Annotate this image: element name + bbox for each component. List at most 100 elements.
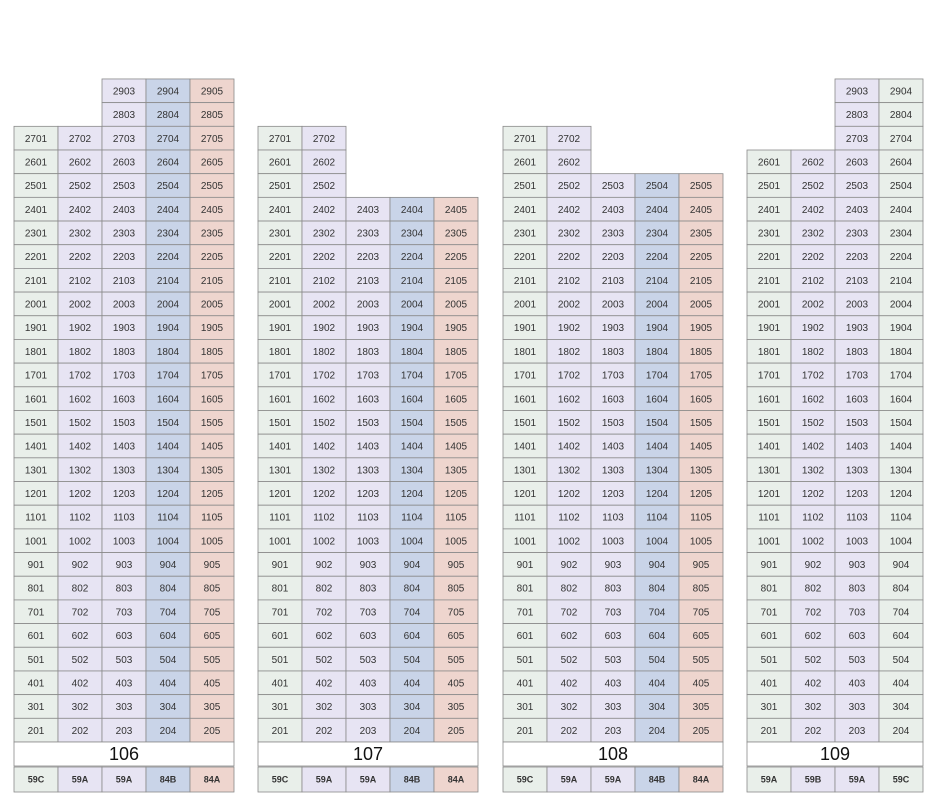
- unit-number: 2301: [25, 229, 48, 240]
- unit-number: 2405: [690, 205, 713, 216]
- unit-number: 2301: [758, 229, 781, 240]
- unit-number: 2302: [313, 229, 336, 240]
- unit-number: 2001: [25, 300, 48, 311]
- unit-number: 2703: [113, 134, 136, 145]
- unit-number: 1104: [646, 513, 668, 524]
- unit-number: 2601: [269, 157, 292, 168]
- unit-number: 1404: [401, 442, 424, 453]
- unit-number: 2605: [201, 157, 224, 168]
- unit-number: 1901: [758, 323, 781, 334]
- unit-number: 1201: [758, 489, 781, 500]
- unit-number: 604: [649, 631, 666, 642]
- unit-number: 2101: [514, 276, 537, 287]
- unit-number: 1804: [646, 347, 669, 358]
- unit-number: 1703: [846, 371, 869, 382]
- unit-number: 1501: [758, 418, 781, 429]
- unit-number: 1805: [445, 347, 468, 358]
- unit-number: 304: [160, 702, 177, 713]
- unit-number: 502: [805, 655, 822, 666]
- unit-number: 1605: [201, 394, 224, 405]
- unit-number: 604: [404, 631, 421, 642]
- unit-number: 2101: [25, 276, 48, 287]
- unit-number: 205: [693, 726, 710, 737]
- unit-number: 503: [116, 655, 133, 666]
- unit-number: 1001: [269, 536, 292, 547]
- building-name-cell: [746, 741, 924, 767]
- unit-number: 1702: [802, 371, 825, 382]
- unit-number: 2404: [401, 205, 424, 216]
- unit-number: 403: [849, 678, 866, 689]
- unit-number: 203: [849, 726, 866, 737]
- unit-number: 804: [893, 584, 910, 595]
- unit-type: 84B: [649, 774, 666, 784]
- unit-number: 1304: [890, 465, 913, 476]
- unit-number: 2103: [357, 276, 380, 287]
- unit-number: 2004: [890, 300, 913, 311]
- unit-number: 703: [605, 607, 622, 618]
- unit-number: 902: [316, 560, 333, 571]
- unit-number: 2003: [602, 300, 625, 311]
- unit-number: 1705: [445, 371, 468, 382]
- unit-number: 302: [805, 702, 822, 713]
- unit-number: 801: [28, 584, 45, 595]
- unit-number: 1004: [401, 536, 424, 547]
- unit-number: 2202: [69, 252, 92, 263]
- unit-number: 1402: [313, 442, 336, 453]
- unit-number: 303: [849, 702, 866, 713]
- unit-number: 1601: [758, 394, 781, 405]
- unit-number: 401: [28, 678, 45, 689]
- unit-number: 404: [649, 678, 666, 689]
- unit-type: 84A: [204, 774, 221, 784]
- unit-number: 1601: [25, 394, 48, 405]
- unit-number: 2405: [201, 205, 224, 216]
- unit-number: 1404: [646, 442, 669, 453]
- unit-number: 2005: [690, 300, 713, 311]
- unit-number: 2504: [646, 181, 669, 192]
- unit-number: 1405: [445, 442, 468, 453]
- unit-number: 1205: [201, 489, 224, 500]
- unit-number: 1902: [558, 323, 581, 334]
- unit-number: 2305: [201, 229, 224, 240]
- unit-number: 2103: [846, 276, 869, 287]
- unit-number: 2804: [157, 110, 180, 121]
- unit-number: 1102: [69, 513, 91, 524]
- unit-number: 204: [404, 726, 421, 737]
- unit-number: 604: [160, 631, 177, 642]
- unit-number: 602: [561, 631, 578, 642]
- unit-number: 2102: [802, 276, 825, 287]
- unit-number: 2003: [846, 300, 869, 311]
- unit-number: 1602: [802, 394, 825, 405]
- unit-number: 2304: [401, 229, 424, 240]
- unit-number: 501: [761, 655, 778, 666]
- unit-number: 1203: [602, 489, 625, 500]
- unit-number: 1003: [357, 536, 380, 547]
- unit-number: 1403: [113, 442, 136, 453]
- unit-number: 1603: [846, 394, 869, 405]
- unit-number: 1101: [514, 513, 536, 524]
- unit-number: 1401: [269, 442, 292, 453]
- unit-number: 404: [893, 678, 910, 689]
- unit-number: 603: [605, 631, 622, 642]
- unit-number: 1302: [558, 465, 581, 476]
- unit-number: 2505: [690, 181, 713, 192]
- unit-number: 2201: [25, 252, 48, 263]
- unit-number: 2904: [157, 86, 180, 97]
- unit-number: 2104: [401, 276, 424, 287]
- unit-number: 1503: [113, 418, 136, 429]
- unit-number: 1001: [514, 536, 537, 547]
- unit-number: 1703: [602, 371, 625, 382]
- unit-number: 1202: [558, 489, 581, 500]
- unit-number: 904: [160, 560, 177, 571]
- unit-number: 1503: [846, 418, 869, 429]
- unit-number: 1303: [113, 465, 136, 476]
- unit-number: 1803: [602, 347, 625, 358]
- unit-type: 59A: [561, 774, 578, 784]
- unit-number: 904: [893, 560, 910, 571]
- unit-type: 59C: [517, 774, 534, 784]
- unit-number: 2705: [201, 134, 224, 145]
- unit-number: 1005: [201, 536, 224, 547]
- unit-number: 403: [360, 678, 377, 689]
- unit-number: 802: [316, 584, 333, 595]
- unit-number: 1503: [602, 418, 625, 429]
- unit-type: 59A: [316, 774, 333, 784]
